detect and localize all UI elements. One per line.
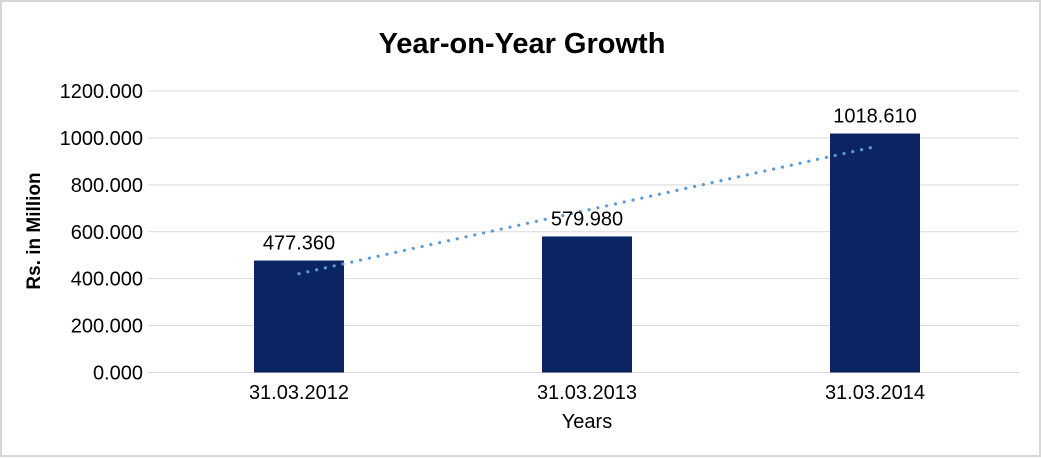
data-label: 477.360	[263, 233, 335, 255]
y-tick-label: 200.000	[71, 316, 143, 338]
bar-31.03.2014	[830, 133, 920, 373]
data-label: 1018.610	[833, 106, 916, 128]
y-tick-label: 400.000	[71, 269, 143, 291]
y-tick-label: 0.000	[93, 363, 143, 385]
x-axis-title: Years	[562, 411, 612, 433]
trendline	[297, 145, 877, 276]
bars	[254, 133, 920, 373]
linear-trendline	[297, 145, 877, 276]
category-label: 31.03.2013	[537, 382, 637, 404]
data-label: 579.980	[551, 208, 623, 230]
chart-title: Year-on-Year Growth	[379, 28, 666, 60]
y-axis-title: Rs. in Million	[24, 172, 45, 289]
y-tick-label: 1200.000	[60, 81, 143, 103]
category-label: 31.03.2012	[249, 382, 349, 404]
data-labels: 477.360 579.980 1018.610	[263, 106, 917, 255]
y-tick-label: 600.000	[71, 222, 143, 244]
bar-31.03.2013	[542, 236, 632, 373]
x-category-labels: 31.03.2012 31.03.2013 31.03.2014	[249, 382, 925, 404]
y-tick-label: 800.000	[71, 175, 143, 197]
y-tick-labels: 0.000 200.000 400.000 600.000 800.000 1000.00…	[60, 81, 143, 385]
y-tick-label: 1000.000	[60, 128, 143, 150]
bar-31.03.2012	[254, 260, 344, 373]
category-label: 31.03.2014	[825, 382, 925, 404]
